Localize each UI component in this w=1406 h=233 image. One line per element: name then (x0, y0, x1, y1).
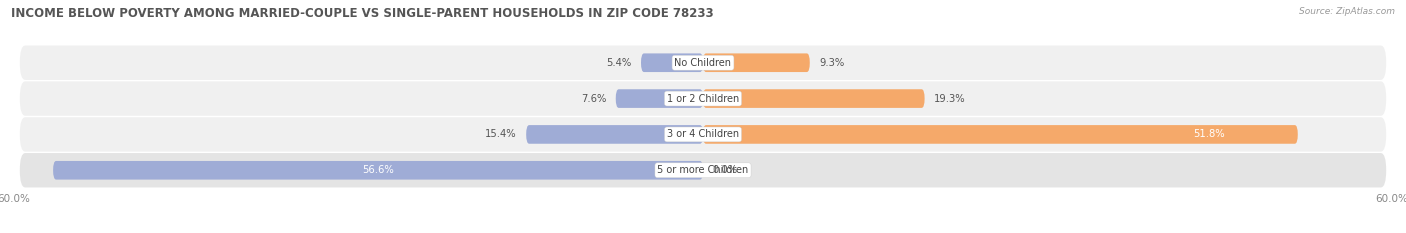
FancyBboxPatch shape (20, 117, 1386, 152)
FancyBboxPatch shape (703, 53, 810, 72)
Text: 19.3%: 19.3% (934, 94, 966, 104)
Text: No Children: No Children (675, 58, 731, 68)
Text: 0.0%: 0.0% (713, 165, 737, 175)
Text: 3 or 4 Children: 3 or 4 Children (666, 129, 740, 139)
FancyBboxPatch shape (526, 125, 703, 144)
Text: 9.3%: 9.3% (818, 58, 844, 68)
Text: 7.6%: 7.6% (581, 94, 606, 104)
Text: INCOME BELOW POVERTY AMONG MARRIED-COUPLE VS SINGLE-PARENT HOUSEHOLDS IN ZIP COD: INCOME BELOW POVERTY AMONG MARRIED-COUPL… (11, 7, 714, 20)
Text: 1 or 2 Children: 1 or 2 Children (666, 94, 740, 104)
FancyBboxPatch shape (703, 89, 925, 108)
Text: 5.4%: 5.4% (606, 58, 631, 68)
FancyBboxPatch shape (20, 45, 1386, 80)
FancyBboxPatch shape (20, 153, 1386, 188)
Text: Source: ZipAtlas.com: Source: ZipAtlas.com (1299, 7, 1395, 16)
FancyBboxPatch shape (641, 53, 703, 72)
FancyBboxPatch shape (703, 125, 1298, 144)
FancyBboxPatch shape (616, 89, 703, 108)
Text: 51.8%: 51.8% (1192, 129, 1225, 139)
Text: 5 or more Children: 5 or more Children (658, 165, 748, 175)
Text: 15.4%: 15.4% (485, 129, 517, 139)
FancyBboxPatch shape (20, 81, 1386, 116)
FancyBboxPatch shape (53, 161, 703, 180)
Text: 56.6%: 56.6% (363, 165, 394, 175)
